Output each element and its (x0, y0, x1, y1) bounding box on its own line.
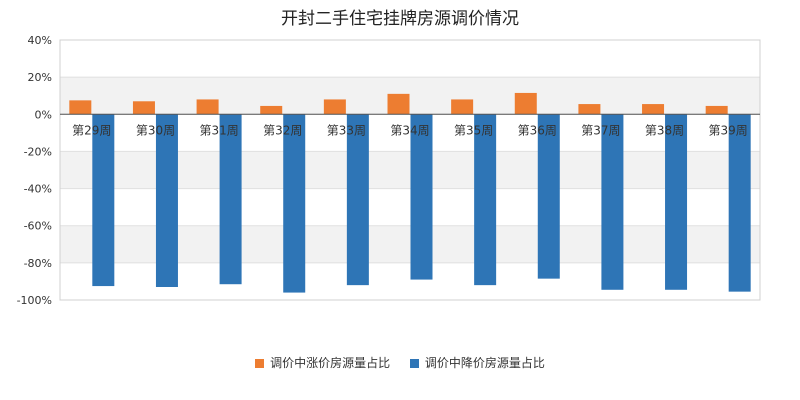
bar-rise (642, 104, 665, 115)
y-tick-label: -60% (24, 220, 52, 233)
x-tick-label: 第31周 (199, 123, 238, 137)
bar-fall (283, 114, 306, 293)
chart-legend: 调价中涨价房源量占比 调价中降价房源量占比 (0, 354, 800, 371)
bar-rise (514, 92, 537, 115)
legend-label-rise: 调价中涨价房源量占比 (270, 356, 391, 370)
bar-fall (155, 114, 178, 288)
bar-fall (601, 114, 624, 290)
chart-title: 开封二手住宅挂牌房源调价情况 (281, 9, 519, 29)
bar-fall (665, 114, 688, 290)
x-tick-label: 第32周 (263, 123, 302, 137)
x-tick-label: 第34周 (390, 123, 429, 137)
bar-fall (728, 114, 751, 292)
bar-rise (387, 93, 410, 115)
y-tick-label: -20% (24, 145, 52, 158)
bar-fall (410, 114, 433, 280)
x-tick-label: 第33周 (327, 123, 366, 137)
legend-item-rise: 调价中涨价房源量占比 (255, 354, 390, 371)
x-tick-label: 第36周 (518, 123, 557, 137)
bar-rise (323, 99, 346, 115)
bar-rise (578, 104, 601, 115)
x-tick-label: 第39周 (709, 123, 748, 137)
x-tick-label: 第35周 (454, 123, 493, 137)
bar-rise (451, 99, 474, 115)
bar-rise (260, 105, 283, 115)
plot-frame (59, 39, 761, 301)
x-tick-label: 第37周 (581, 123, 620, 137)
bar-rise (705, 105, 728, 115)
legend-item-fall: 调价中降价房源量占比 (409, 354, 545, 371)
x-tick-label: 第29周 (72, 123, 111, 137)
legend-swatch-fall (409, 359, 419, 368)
legend-swatch-rise (255, 359, 265, 368)
y-tick-label: 40% (28, 34, 52, 47)
x-tick-label: 第38周 (645, 123, 684, 137)
y-tick-label: -100% (17, 294, 52, 307)
legend-label-fall: 调价中降价房源量占比 (424, 356, 545, 370)
bar-rise (132, 101, 155, 115)
y-tick-label: 20% (28, 71, 52, 84)
bar-fall (346, 114, 369, 286)
bar-fall (537, 114, 560, 279)
bar-fall (219, 114, 242, 285)
bar-rise (196, 99, 219, 115)
y-tick-label: -80% (24, 257, 52, 270)
y-tick-label: 0% (35, 108, 52, 121)
x-tick-label: 第30周 (136, 123, 175, 137)
y-tick-label: -40% (24, 183, 52, 196)
bar-fall (474, 114, 497, 286)
bar-fall (92, 114, 115, 287)
bar-rise (69, 100, 92, 115)
